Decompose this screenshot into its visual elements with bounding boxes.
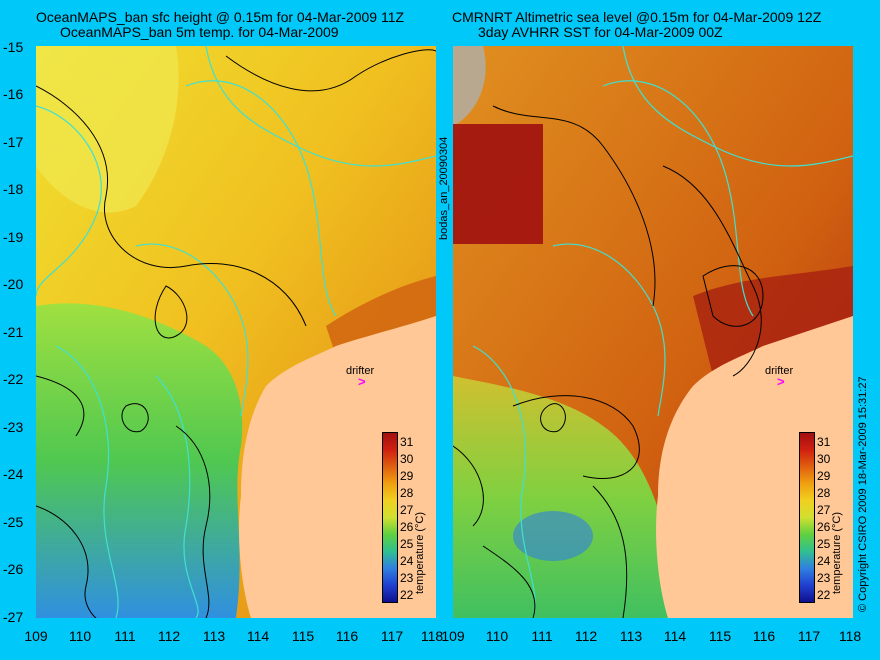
cyan-contours [36, 46, 436, 618]
x-tick: 112 [157, 628, 181, 644]
x-tick: 117 [380, 628, 404, 644]
cb-left-25: 25 [400, 537, 414, 551]
right-map-svg [453, 46, 853, 618]
y-tick: -24 [3, 466, 24, 482]
x-tick: 117 [797, 628, 821, 644]
x-tick: 110 [68, 628, 92, 644]
ocean-field-cool [36, 303, 243, 618]
y-tick: -25 [3, 514, 24, 530]
right-title-line1: CMRNRT Altimetric sea level @0.15m for 0… [452, 9, 822, 25]
cb-left-28: 28 [400, 486, 414, 500]
colorbar-left [382, 432, 398, 603]
x-tick: 118 [420, 628, 444, 644]
x-tick: 114 [663, 628, 687, 644]
colorbar-right-title: temperature (°C) [831, 511, 843, 594]
y-tick: -15 [3, 39, 24, 55]
y-tick: -27 [3, 609, 24, 625]
x-tick: 113 [202, 628, 226, 644]
x-tick: 116 [752, 628, 776, 644]
cb-left-27: 27 [400, 503, 414, 517]
no-data-top-left [453, 46, 486, 126]
x-tick: 115 [708, 628, 732, 644]
cb-left-31: 31 [400, 435, 414, 449]
cb-right-30: 30 [817, 452, 831, 466]
y-tick: -18 [3, 181, 24, 197]
ocean-field-yellow [36, 46, 179, 213]
right-title-line2: 3day AVHRR SST for 04-Mar-2009 00Z [478, 24, 723, 40]
cb-left-22: 22 [400, 588, 414, 602]
y-tick: -26 [3, 561, 24, 577]
cb-right-28: 28 [817, 486, 831, 500]
x-tick: 112 [574, 628, 598, 644]
left-title-line1: OceanMAPS_ban sfc height @ 0.15m for 04-… [36, 9, 405, 25]
y-tick: -20 [3, 276, 24, 292]
right-map-panel: drifter > 31 30 29 28 27 26 25 24 23 22 … [453, 46, 853, 618]
cb-left-29: 29 [400, 469, 414, 483]
x-tick: 115 [291, 628, 315, 644]
x-tick: 110 [485, 628, 509, 644]
x-tick: 114 [246, 628, 270, 644]
cb-right-23: 23 [817, 571, 831, 585]
cb-right-27: 27 [817, 503, 831, 517]
colorbar-right [799, 432, 815, 603]
left-title-line2: OceanMAPS_ban 5m temp. for 04-Mar-2009 [60, 24, 339, 40]
copyright-label: © Copyright CSIRO 2009 18-Mar-2009 15:31… [857, 376, 869, 612]
y-tick: -16 [3, 86, 24, 102]
left-map-panel: drifter > 31 30 29 28 27 26 25 24 23 22 … [36, 46, 436, 618]
y-tick: -17 [3, 134, 24, 150]
x-tick: 113 [619, 628, 643, 644]
cb-right-24: 24 [817, 554, 831, 568]
x-tick: 116 [335, 628, 359, 644]
cb-left-24: 24 [400, 554, 414, 568]
cb-right-26: 26 [817, 520, 831, 534]
colorbar-left-title: temperature (°C) [414, 511, 426, 594]
cloud-artifact-red [453, 124, 543, 244]
drifter-arrow-left: > [358, 374, 366, 389]
sst-field-cool [453, 376, 693, 618]
drifter-label-left: drifter [346, 365, 375, 377]
x-tick: 111 [531, 628, 553, 644]
drifter-label-right: drifter [765, 365, 794, 377]
cb-right-22: 22 [817, 588, 831, 602]
y-tick: -23 [3, 419, 24, 435]
sst-field-blue [513, 511, 593, 561]
y-tick: -19 [3, 229, 24, 245]
x-tick: 109 [24, 628, 48, 644]
drifter-arrow-right: > [777, 374, 785, 389]
analysis-id-label: bodas_an_20090304 [438, 136, 450, 240]
x-tick: 118 [838, 628, 862, 644]
black-contours [453, 105, 764, 618]
x-tick: 109 [441, 628, 465, 644]
cb-left-26: 26 [400, 520, 414, 534]
cb-right-31: 31 [817, 435, 831, 449]
x-tick: 111 [114, 628, 136, 644]
black-contours [36, 49, 436, 618]
sst-field-hot [693, 266, 853, 376]
y-tick: -21 [3, 324, 24, 340]
cb-right-25: 25 [817, 537, 831, 551]
y-tick: -22 [3, 371, 24, 387]
cb-left-30: 30 [400, 452, 414, 466]
left-map-svg [36, 46, 436, 618]
cb-left-23: 23 [400, 571, 414, 585]
cb-right-29: 29 [817, 469, 831, 483]
